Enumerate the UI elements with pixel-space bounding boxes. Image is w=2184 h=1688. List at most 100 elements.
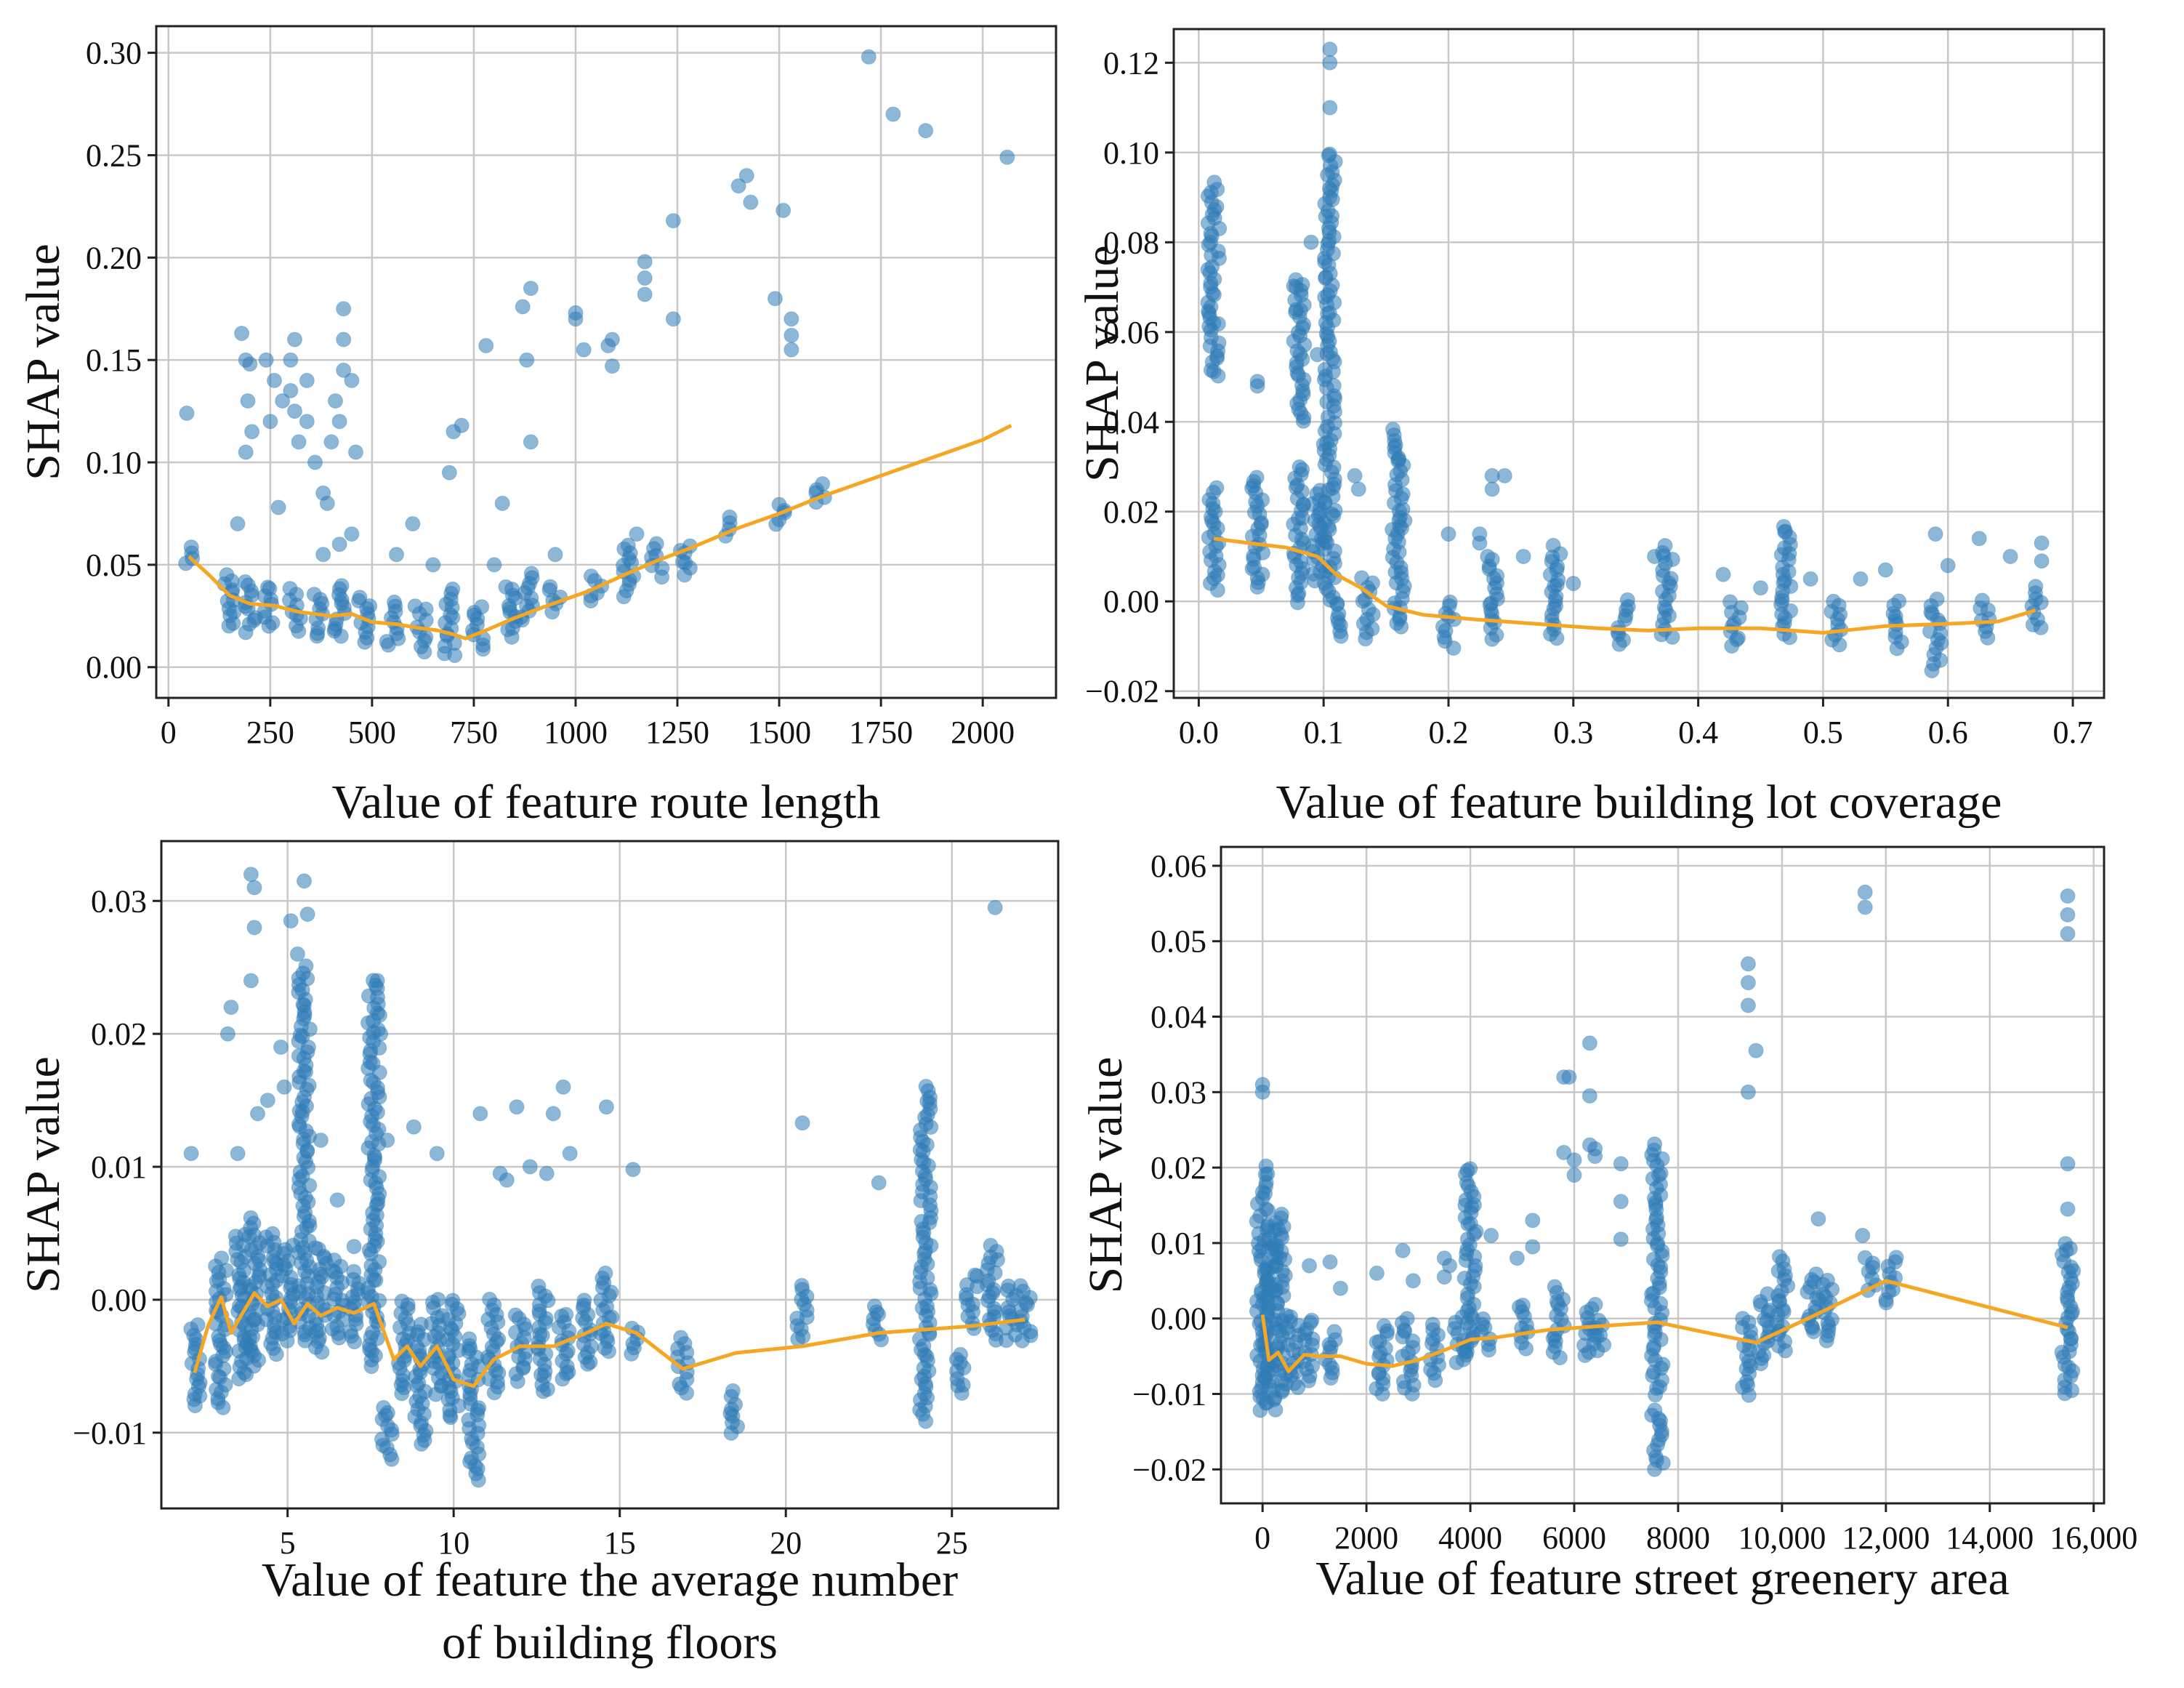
data-point	[346, 1239, 362, 1255]
data-point	[519, 352, 535, 368]
plot-frame	[1172, 28, 2106, 699]
x-tick-label: 1500	[747, 715, 811, 750]
data-point	[783, 327, 799, 343]
data-point	[221, 618, 237, 634]
data-point	[1927, 526, 1943, 542]
data-point	[1496, 467, 1512, 483]
y-tick-label: 0.06	[1151, 848, 1206, 884]
data-point	[1302, 1258, 1317, 1274]
data-point	[1525, 1213, 1541, 1229]
data-point	[276, 1079, 292, 1095]
data-point	[231, 1371, 247, 1387]
data-point	[313, 1133, 329, 1148]
data-point	[299, 414, 315, 430]
data-point	[309, 628, 325, 644]
data-point	[307, 454, 323, 470]
data-point	[1350, 481, 1366, 497]
data-point	[1515, 549, 1531, 564]
data-point	[1374, 1386, 1390, 1402]
y-tick-label: −0.02	[1085, 674, 1159, 710]
data-point	[545, 1106, 561, 1122]
data-point	[291, 434, 307, 450]
data-point	[1855, 1228, 1871, 1243]
x-tick-label: 0.2	[1428, 715, 1468, 750]
data-point	[243, 867, 259, 883]
data-point	[1347, 467, 1363, 483]
y-tick-label: 0.20	[86, 240, 142, 276]
data-point	[509, 1373, 525, 1389]
data-point	[616, 589, 632, 605]
data-point	[1333, 628, 1349, 644]
data-point	[629, 526, 645, 542]
data-point	[475, 641, 491, 657]
x-tick-label: 14,000	[1946, 1520, 2034, 1556]
data-point	[1878, 1295, 1894, 1311]
data-point	[624, 1346, 640, 1362]
data-point	[215, 1399, 231, 1415]
data-point	[279, 1333, 295, 1349]
data-point	[425, 557, 441, 573]
x-tick-label: 4000	[1438, 1520, 1502, 1556]
data-point	[329, 1192, 345, 1208]
data-point	[1369, 1265, 1385, 1281]
data-point	[665, 213, 681, 229]
data-point	[1385, 522, 1401, 537]
data-point	[583, 593, 599, 608]
data-point	[230, 1146, 246, 1162]
data-point	[344, 526, 360, 542]
data-point	[1458, 1347, 1474, 1363]
data-point	[555, 1371, 571, 1387]
data-point	[429, 1146, 445, 1162]
data-point	[283, 913, 299, 929]
x-axis-label-line: Value of feature the average number	[262, 1554, 958, 1607]
data-point	[1254, 1077, 1270, 1093]
data-point	[315, 547, 331, 563]
y-tick-label: 0.01	[91, 1149, 147, 1185]
x-tick-label: 0.6	[1928, 715, 1968, 750]
data-point	[1566, 1152, 1582, 1168]
data-point	[1740, 1084, 1756, 1100]
data-point	[1857, 899, 1873, 915]
data-point	[1980, 630, 1996, 646]
data-point	[580, 1356, 596, 1372]
data-point	[954, 1385, 970, 1401]
data-point	[240, 393, 256, 409]
data-point	[246, 1358, 262, 1374]
data-point	[1509, 1250, 1525, 1266]
y-tick-label: 0.03	[91, 883, 147, 919]
data-point	[1853, 571, 1869, 587]
x-tick-label: 10,000	[1738, 1520, 1826, 1556]
trend-line	[1213, 536, 2036, 635]
y-tick-label: −0.01	[73, 1415, 147, 1451]
data-point	[1014, 1333, 1030, 1349]
data-point	[1315, 436, 1331, 452]
data-point	[1818, 1333, 1834, 1349]
data-point	[1613, 1231, 1629, 1247]
y-axis-label: SHAP value	[17, 1056, 70, 1293]
data-point	[447, 648, 463, 664]
data-point	[379, 1133, 395, 1148]
data-point	[1877, 562, 1893, 578]
data-point	[1857, 884, 1873, 900]
data-point	[1323, 1370, 1339, 1386]
data-point	[1390, 450, 1406, 466]
data-point	[1290, 1379, 1306, 1395]
y-tick-label: −0.01	[1132, 1377, 1206, 1412]
data-point	[2002, 549, 2018, 564]
data-point	[1484, 631, 1500, 647]
plot-frame	[160, 840, 1060, 1510]
data-point	[178, 555, 194, 571]
data-point	[1310, 347, 1326, 363]
data-point	[319, 495, 335, 511]
data-point	[1556, 1144, 1572, 1160]
data-point	[2057, 1386, 2073, 1402]
data-point	[1561, 1069, 1577, 1085]
data-point	[1724, 638, 1740, 654]
x-tick-label: 1250	[645, 715, 709, 750]
data-point	[768, 516, 784, 532]
x-axis-label: Value of feature building lot coverage	[1276, 776, 2002, 829]
chart-panel-top-right: 0.0 0.1 0.2 0.3 0.4 0.5 0.6 0.7 −0.02 0.00 0.02 0.0…	[1076, 28, 2106, 829]
plot-frame	[155, 25, 1057, 699]
x-tick-label: 250	[246, 715, 294, 750]
data-point	[504, 629, 520, 645]
